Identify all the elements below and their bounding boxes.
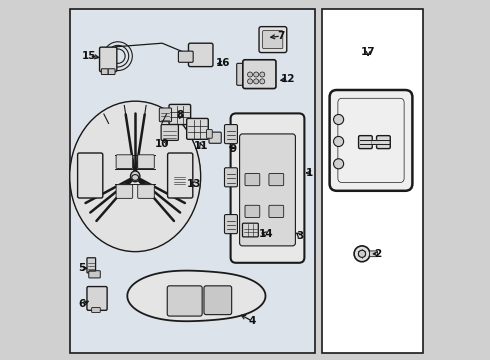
FancyBboxPatch shape [87, 287, 107, 310]
Ellipse shape [71, 103, 199, 250]
FancyBboxPatch shape [99, 47, 117, 72]
FancyBboxPatch shape [178, 51, 193, 62]
FancyBboxPatch shape [245, 205, 260, 217]
Text: 17: 17 [361, 47, 375, 57]
FancyBboxPatch shape [377, 136, 390, 149]
FancyBboxPatch shape [269, 205, 284, 217]
FancyBboxPatch shape [237, 63, 247, 85]
FancyBboxPatch shape [116, 185, 133, 198]
FancyBboxPatch shape [359, 136, 372, 149]
FancyBboxPatch shape [206, 130, 212, 138]
FancyBboxPatch shape [204, 286, 232, 315]
FancyBboxPatch shape [209, 132, 221, 143]
FancyBboxPatch shape [172, 174, 186, 186]
Text: 1: 1 [306, 168, 314, 178]
Circle shape [247, 72, 252, 77]
Text: 10: 10 [155, 139, 170, 149]
FancyBboxPatch shape [224, 125, 238, 144]
Circle shape [260, 79, 265, 84]
FancyBboxPatch shape [263, 31, 283, 49]
FancyBboxPatch shape [87, 258, 96, 273]
Text: 13: 13 [187, 179, 201, 189]
Ellipse shape [70, 101, 201, 252]
Circle shape [260, 72, 265, 77]
Circle shape [254, 72, 259, 77]
Bar [71, 9, 315, 353]
Text: 16: 16 [216, 58, 231, 68]
Text: 15: 15 [82, 51, 97, 61]
Ellipse shape [79, 112, 192, 241]
FancyBboxPatch shape [167, 286, 202, 316]
Bar [322, 9, 423, 353]
Circle shape [354, 246, 370, 262]
Polygon shape [127, 271, 266, 321]
FancyBboxPatch shape [224, 168, 238, 187]
FancyBboxPatch shape [161, 125, 178, 140]
FancyBboxPatch shape [187, 118, 208, 139]
FancyBboxPatch shape [168, 153, 193, 198]
FancyBboxPatch shape [231, 113, 304, 263]
Circle shape [358, 250, 366, 257]
Text: 4: 4 [248, 316, 256, 326]
Text: 2: 2 [374, 249, 382, 259]
FancyBboxPatch shape [138, 185, 154, 198]
Text: 7: 7 [277, 31, 285, 41]
FancyBboxPatch shape [269, 174, 284, 186]
FancyBboxPatch shape [108, 69, 115, 75]
Text: 14: 14 [259, 229, 274, 239]
FancyBboxPatch shape [89, 271, 100, 278]
FancyBboxPatch shape [240, 134, 295, 246]
FancyBboxPatch shape [369, 251, 377, 257]
FancyBboxPatch shape [189, 43, 213, 67]
Text: 9: 9 [230, 144, 237, 154]
FancyBboxPatch shape [243, 223, 258, 237]
Text: 11: 11 [194, 141, 208, 151]
Circle shape [334, 159, 343, 169]
FancyBboxPatch shape [245, 174, 260, 186]
FancyBboxPatch shape [77, 153, 103, 198]
FancyBboxPatch shape [224, 215, 238, 234]
FancyBboxPatch shape [101, 69, 108, 75]
Text: 12: 12 [281, 74, 295, 84]
FancyBboxPatch shape [159, 108, 171, 122]
Circle shape [334, 136, 343, 147]
FancyBboxPatch shape [330, 90, 413, 191]
FancyBboxPatch shape [92, 307, 100, 312]
Text: 3: 3 [296, 231, 303, 241]
FancyBboxPatch shape [243, 60, 276, 89]
Ellipse shape [130, 171, 140, 182]
FancyBboxPatch shape [169, 104, 191, 125]
Ellipse shape [132, 175, 139, 180]
Text: 6: 6 [79, 299, 86, 309]
Circle shape [247, 79, 252, 84]
FancyBboxPatch shape [116, 155, 133, 168]
Text: 5: 5 [79, 263, 86, 273]
FancyBboxPatch shape [259, 27, 287, 53]
Circle shape [334, 114, 343, 125]
FancyBboxPatch shape [138, 155, 154, 168]
Circle shape [254, 79, 259, 84]
Text: 8: 8 [176, 110, 184, 120]
